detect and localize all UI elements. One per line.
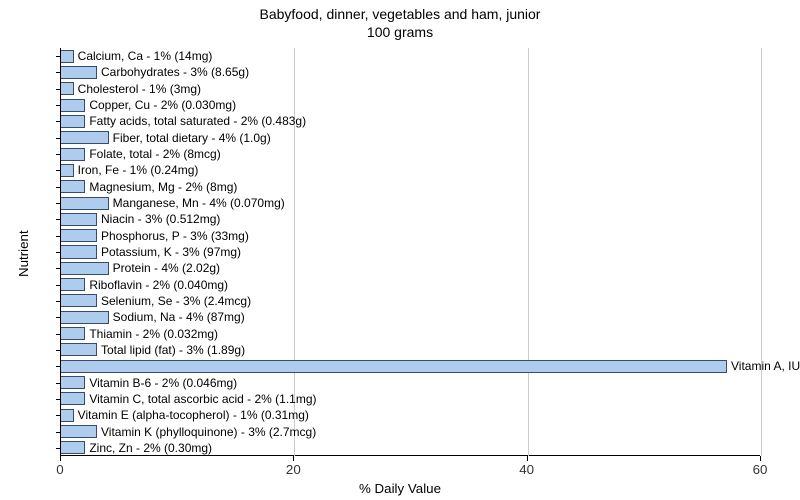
bar-label: Protein - 4% (2.02g)	[113, 262, 220, 275]
bar-label: Magnesium, Mg - 2% (8mg)	[89, 180, 237, 193]
bar	[61, 278, 85, 291]
bar	[61, 164, 74, 177]
gridline	[761, 48, 762, 456]
bar	[61, 327, 85, 340]
bar-row: Riboflavin - 2% (0.040mg)	[61, 278, 760, 291]
bar	[61, 360, 727, 373]
bar	[61, 131, 109, 144]
bar-label: Vitamin C, total ascorbic acid - 2% (1.1…	[89, 392, 316, 405]
bar-row: Total lipid (fat) - 3% (1.89g)	[61, 343, 760, 356]
bar-label: Iron, Fe - 1% (0.24mg)	[78, 164, 199, 177]
chart-title: Babyfood, dinner, vegetables and ham, ju…	[0, 6, 800, 41]
bar-row: Zinc, Zn - 2% (0.30mg)	[61, 441, 760, 454]
bar-row: Folate, total - 2% (8mcg)	[61, 148, 760, 161]
bar	[61, 425, 97, 438]
bar-label: Potassium, K - 3% (97mg)	[101, 245, 241, 258]
bar-label: Sodium, Na - 4% (87mg)	[113, 311, 245, 324]
bar-label: Fatty acids, total saturated - 2% (0.483…	[89, 115, 306, 128]
bar-row: Manganese, Mn - 4% (0.070mg)	[61, 197, 760, 210]
bar-label: Zinc, Zn - 2% (0.30mg)	[89, 441, 212, 454]
bar-label: Manganese, Mn - 4% (0.070mg)	[113, 197, 285, 210]
bar-label: Vitamin K (phylloquinone) - 3% (2.7mcg)	[101, 425, 316, 438]
bar	[61, 66, 97, 79]
bar	[61, 245, 97, 258]
bar-label: Riboflavin - 2% (0.040mg)	[89, 278, 228, 291]
bar-row: Cholesterol - 1% (3mg)	[61, 82, 760, 95]
x-tick-mark	[527, 456, 528, 461]
bar	[61, 229, 97, 242]
bar-row: Sodium, Na - 4% (87mg)	[61, 311, 760, 324]
bar-row: Iron, Fe - 1% (0.24mg)	[61, 164, 760, 177]
plot-area: Calcium, Ca - 1% (14mg) Carbohydrates - 3…	[60, 48, 760, 456]
bar	[61, 115, 85, 128]
bar	[61, 180, 85, 193]
bar	[61, 262, 109, 275]
chart-container: Babyfood, dinner, vegetables and ham, ju…	[0, 0, 800, 500]
bar-row: Vitamin E (alpha-tocopherol) - 1% (0.31m…	[61, 409, 760, 422]
bar-label: Vitamin B-6 - 2% (0.046mg)	[89, 376, 237, 389]
bar	[61, 409, 74, 422]
y-axis-label: Nutrient	[16, 230, 31, 277]
bar-row: Selenium, Se - 3% (2.4mcg)	[61, 294, 760, 307]
x-tick-label: 0	[56, 462, 63, 477]
bar-row: Copper, Cu - 2% (0.030mg)	[61, 99, 760, 112]
bar-row: Protein - 4% (2.02g)	[61, 262, 760, 275]
bar-label: Selenium, Se - 3% (2.4mcg)	[101, 294, 251, 307]
bar	[61, 99, 85, 112]
bar-label: Total lipid (fat) - 3% (1.89g)	[101, 343, 245, 356]
bar-row: Phosphorus, P - 3% (33mg)	[61, 229, 760, 242]
bar-label: Phosphorus, P - 3% (33mg)	[101, 229, 249, 242]
bar-row: Thiamin - 2% (0.032mg)	[61, 327, 760, 340]
x-tick-label: 40	[519, 462, 534, 477]
bar-row: Calcium, Ca - 1% (14mg)	[61, 50, 760, 63]
bar-label: Vitamin A, IU - 57% (2872IU)	[731, 360, 800, 373]
bar-row: Fiber, total dietary - 4% (1.0g)	[61, 131, 760, 144]
bar	[61, 213, 97, 226]
bar	[61, 50, 74, 63]
bar	[61, 441, 85, 454]
x-tick-label: 20	[286, 462, 301, 477]
bar-label: Cholesterol - 1% (3mg)	[78, 82, 201, 95]
bar	[61, 311, 109, 324]
bar-row: Potassium, K - 3% (97mg)	[61, 245, 760, 258]
x-tick-label: 60	[753, 462, 768, 477]
bar-row: Magnesium, Mg - 2% (8mg)	[61, 180, 760, 193]
chart-title-line2: 100 grams	[0, 24, 800, 42]
x-tick-mark	[60, 456, 61, 461]
bar-row: Carbohydrates - 3% (8.65g)	[61, 66, 760, 79]
bar-label: Calcium, Ca - 1% (14mg)	[78, 50, 213, 63]
bar-row: Vitamin B-6 - 2% (0.046mg)	[61, 376, 760, 389]
bar-label: Folate, total - 2% (8mcg)	[89, 148, 220, 161]
bar-label: Copper, Cu - 2% (0.030mg)	[89, 99, 236, 112]
bar-label: Vitamin E (alpha-tocopherol) - 1% (0.31m…	[78, 409, 309, 422]
bar-row: Niacin - 3% (0.512mg)	[61, 213, 760, 226]
x-tick-mark	[293, 456, 294, 461]
bar-row: Vitamin C, total ascorbic acid - 2% (1.1…	[61, 392, 760, 405]
chart-title-line1: Babyfood, dinner, vegetables and ham, ju…	[0, 6, 800, 24]
bar-row: Vitamin K (phylloquinone) - 3% (2.7mcg)	[61, 425, 760, 438]
bar	[61, 294, 97, 307]
bar-row: Vitamin A, IU - 57% (2872IU)	[61, 360, 760, 373]
bar-label: Carbohydrates - 3% (8.65g)	[101, 66, 249, 79]
bar	[61, 197, 109, 210]
bar-label: Niacin - 3% (0.512mg)	[101, 213, 220, 226]
x-axis-label: % Daily Value	[0, 481, 800, 496]
bar-row: Fatty acids, total saturated - 2% (0.483…	[61, 115, 760, 128]
bar	[61, 82, 74, 95]
bar	[61, 148, 85, 161]
bar	[61, 376, 85, 389]
bar	[61, 392, 85, 405]
bar	[61, 343, 97, 356]
bar-label: Fiber, total dietary - 4% (1.0g)	[113, 131, 271, 144]
x-tick-mark	[760, 456, 761, 461]
bar-label: Thiamin - 2% (0.032mg)	[89, 327, 218, 340]
